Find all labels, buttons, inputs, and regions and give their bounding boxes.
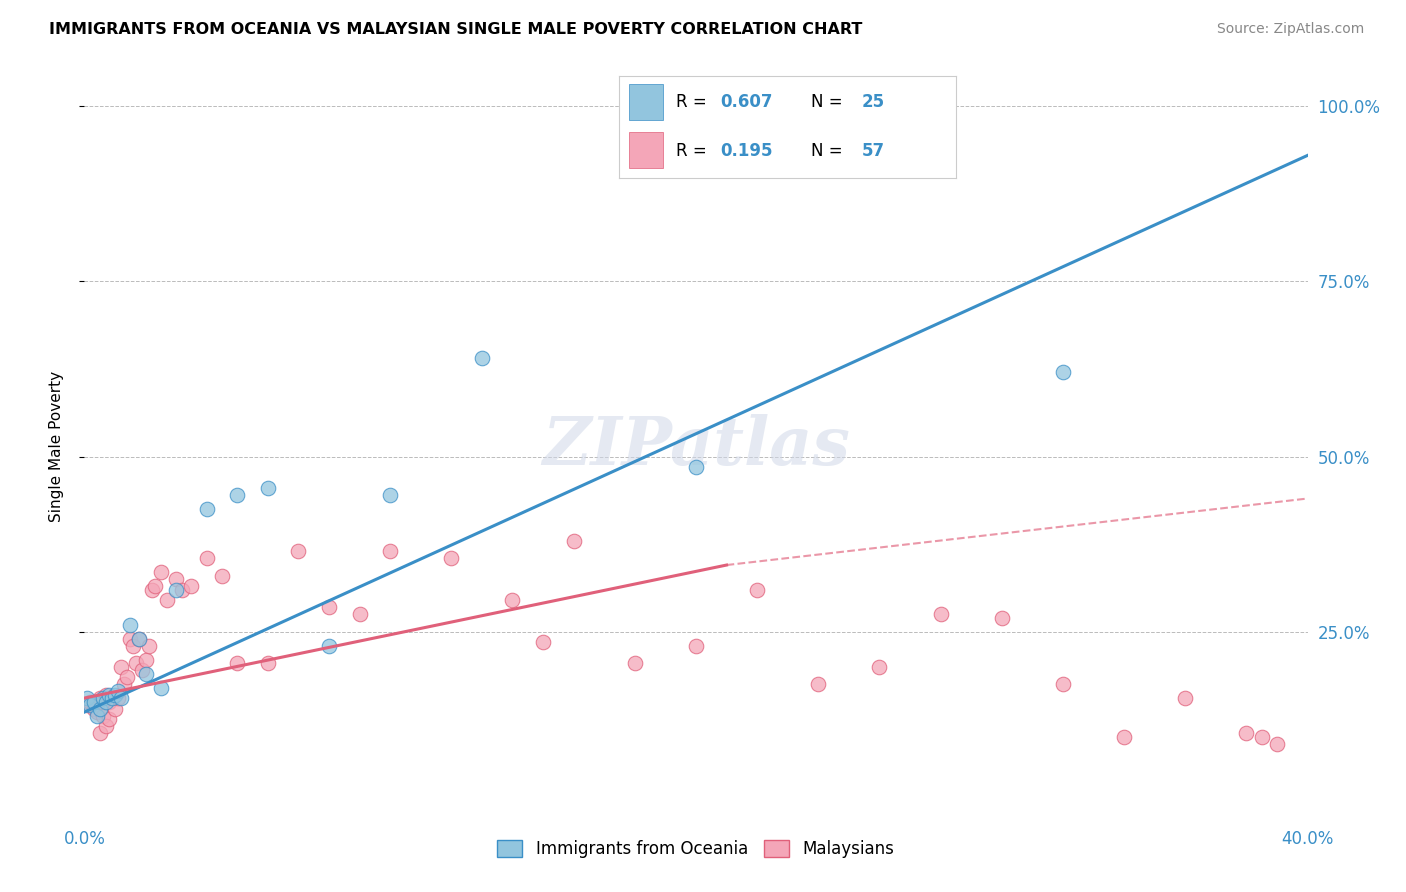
Point <box>97 688 120 702</box>
Point <box>120 632 142 646</box>
Text: N =: N = <box>811 94 848 112</box>
Text: IMMIGRANTS FROM OCEANIA VS MALAYSIAN SINGLE MALE POVERTY CORRELATION CHART: IMMIGRANTS FROM OCEANIA VS MALAYSIAN SIN… <box>49 22 863 37</box>
Point <box>195 551 218 566</box>
Point <box>110 691 132 706</box>
Text: 0.607: 0.607 <box>720 94 772 112</box>
Point <box>257 656 280 670</box>
Point <box>76 691 98 706</box>
Point <box>318 639 340 653</box>
Point <box>89 701 111 715</box>
Point <box>89 726 111 740</box>
Point <box>91 695 114 709</box>
Point <box>79 698 101 712</box>
Text: 0.195: 0.195 <box>720 142 772 160</box>
Point <box>97 712 120 726</box>
Point <box>94 719 117 733</box>
Point <box>86 705 108 719</box>
Point <box>135 666 157 681</box>
Point <box>107 691 129 706</box>
Point <box>440 551 463 566</box>
Text: 57: 57 <box>862 142 884 160</box>
Point <box>141 582 163 597</box>
Point <box>110 659 132 673</box>
Point <box>562 533 585 548</box>
Point <box>991 610 1014 624</box>
Point <box>143 579 166 593</box>
Point <box>172 582 194 597</box>
Point <box>131 663 153 677</box>
Point <box>1250 730 1272 744</box>
Point <box>531 635 554 649</box>
Point <box>1236 726 1258 740</box>
Point <box>318 600 340 615</box>
Point <box>624 656 647 670</box>
Legend: Immigrants from Oceania, Malaysians: Immigrants from Oceania, Malaysians <box>491 833 901 864</box>
Point <box>83 701 105 715</box>
Text: 25: 25 <box>862 94 884 112</box>
Point <box>685 460 707 475</box>
Point <box>112 677 135 691</box>
Point <box>104 688 127 702</box>
Point <box>107 684 129 698</box>
Point <box>97 695 120 709</box>
Point <box>125 656 148 670</box>
Point <box>149 565 172 579</box>
Text: Source: ZipAtlas.com: Source: ZipAtlas.com <box>1216 22 1364 37</box>
Point <box>86 708 108 723</box>
Point <box>1114 730 1136 744</box>
Point <box>94 695 117 709</box>
Point <box>1265 737 1288 751</box>
Point <box>79 695 101 709</box>
Bar <box>628 132 662 168</box>
Point <box>104 701 127 715</box>
Point <box>128 632 150 646</box>
Point <box>380 488 402 502</box>
Point <box>128 632 150 646</box>
Text: ZIPatlas: ZIPatlas <box>543 414 849 478</box>
Point <box>91 708 114 723</box>
Point <box>156 593 179 607</box>
Point <box>380 544 402 558</box>
Text: N =: N = <box>811 142 848 160</box>
Y-axis label: Single Male Poverty: Single Male Poverty <box>49 370 63 522</box>
Text: R =: R = <box>676 94 711 112</box>
Point <box>83 695 105 709</box>
Point <box>115 670 138 684</box>
Point <box>94 688 117 702</box>
Point <box>502 593 524 607</box>
Point <box>471 351 494 366</box>
Point <box>1174 691 1197 706</box>
Point <box>807 677 830 691</box>
Point <box>135 652 157 666</box>
Point <box>180 579 202 593</box>
Point <box>929 607 952 621</box>
Point <box>226 656 249 670</box>
Point <box>226 488 249 502</box>
Point <box>165 572 187 586</box>
Point <box>195 502 218 516</box>
Point <box>165 582 187 597</box>
Point <box>91 691 114 706</box>
Point <box>101 691 124 706</box>
Point <box>349 607 371 621</box>
Text: R =: R = <box>676 142 717 160</box>
Point <box>138 639 160 653</box>
Point <box>1052 677 1074 691</box>
Point <box>122 639 145 653</box>
Point <box>76 698 98 712</box>
Point <box>1052 366 1074 380</box>
Bar <box>628 84 662 120</box>
Point <box>257 481 280 495</box>
Point <box>211 568 233 582</box>
Point <box>685 639 707 653</box>
Point <box>869 659 891 673</box>
Point <box>287 544 309 558</box>
Point <box>89 691 111 706</box>
Point <box>747 582 769 597</box>
Point <box>120 617 142 632</box>
Point <box>101 691 124 706</box>
Point <box>149 681 172 695</box>
